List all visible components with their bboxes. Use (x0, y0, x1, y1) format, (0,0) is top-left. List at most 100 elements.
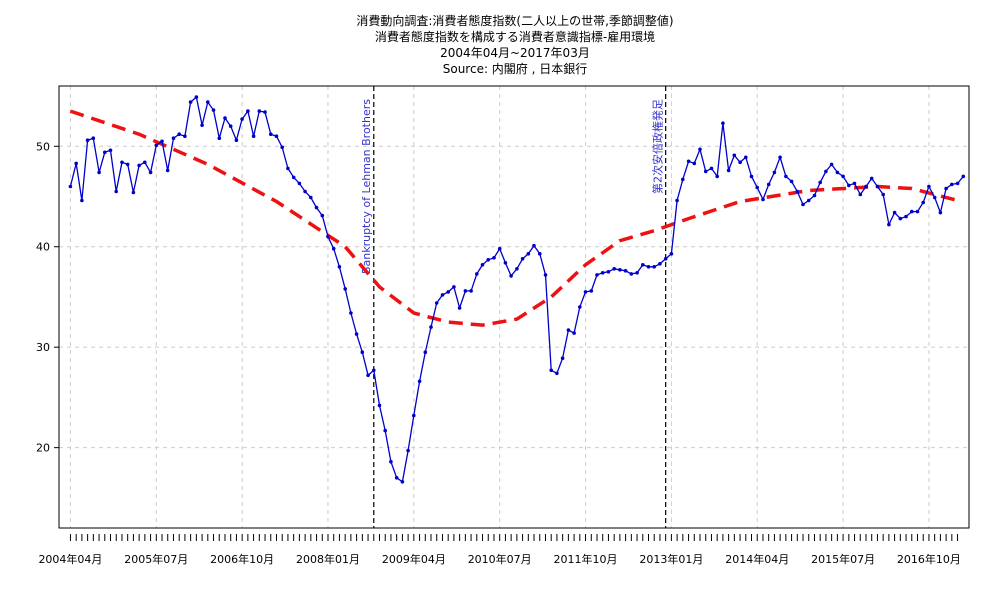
series-point (74, 161, 78, 166)
series-point (457, 306, 462, 310)
series-point (606, 270, 611, 274)
series-point (297, 181, 302, 186)
chart-subtitle: 消費者態度指数を構成する消費者意識指標-雇用環境 (375, 29, 655, 44)
series-point (463, 289, 468, 293)
series-point (171, 136, 176, 140)
series-point (337, 265, 342, 269)
axes: 20 30 40 50 2004年04月 2005年07月 2006年10月 2008年01月… (36, 140, 961, 566)
series-point (600, 271, 605, 275)
series-point (789, 179, 794, 184)
series-point (669, 252, 674, 256)
series-point (497, 246, 502, 251)
series-point (772, 170, 777, 175)
chart-period: 2004年04月~2017年03月 (440, 46, 590, 60)
series-point (961, 174, 966, 179)
series-point (383, 428, 388, 433)
series-point (469, 289, 473, 293)
series-point (887, 222, 891, 227)
series-point (125, 162, 130, 167)
series-point (217, 136, 222, 140)
series-point (698, 147, 702, 152)
series-point (852, 181, 857, 186)
series-point (910, 209, 914, 214)
series-point (389, 459, 393, 464)
series-point (818, 180, 822, 185)
series-point (721, 121, 725, 125)
series-point (183, 134, 187, 138)
y-tick-label: 30 (36, 341, 50, 354)
series-point (875, 184, 880, 189)
series-point (354, 332, 359, 336)
series-point (228, 124, 233, 128)
series-point (555, 371, 559, 376)
x-tick-label: 2015年07月 (811, 552, 875, 566)
series-point (406, 448, 410, 453)
series-point (869, 176, 874, 181)
series-point (269, 132, 273, 136)
x-tick-label: 2005年07月 (124, 552, 188, 566)
series-point (286, 166, 290, 171)
series-point (801, 202, 805, 207)
series-point (143, 160, 147, 165)
series-point (246, 109, 250, 113)
series-point (738, 160, 742, 165)
series-point (715, 174, 719, 179)
trend-line (69, 109, 959, 327)
x-tick-label: 2006年10月 (210, 552, 274, 566)
series-point (641, 263, 645, 267)
x-tick-label: 2010年07月 (468, 552, 532, 566)
series-point (806, 198, 811, 203)
series-point (892, 210, 897, 215)
series-point (240, 117, 244, 121)
series-point (692, 161, 697, 166)
series-point (360, 350, 365, 355)
series-point (251, 134, 256, 138)
series-point (372, 368, 376, 373)
series-point (503, 261, 508, 265)
series-point (652, 265, 656, 269)
x-tick-label: 2008年01月 (296, 552, 360, 566)
series-point (366, 373, 370, 378)
series-point (274, 134, 279, 138)
series-point (612, 267, 616, 271)
x-tick-label: 2014年04月 (725, 552, 789, 566)
series-point (509, 274, 513, 278)
series-point (835, 170, 840, 175)
series-point (429, 325, 433, 329)
series-point (572, 331, 576, 335)
series-point (440, 293, 445, 297)
series-point (108, 148, 113, 153)
series-point (137, 163, 141, 168)
series-point (766, 182, 771, 187)
series-point (480, 263, 485, 267)
series-point (675, 198, 679, 203)
series-point (784, 174, 788, 179)
series-point (280, 145, 285, 150)
series-point (349, 311, 353, 315)
series-point (331, 246, 336, 251)
series-point (291, 175, 296, 180)
series-point (148, 170, 153, 175)
series-point (194, 95, 199, 99)
grid-lines (59, 86, 969, 528)
series-point (160, 139, 164, 144)
series-point (257, 109, 262, 113)
series-point (120, 160, 124, 165)
series-point (915, 209, 920, 214)
series-point (97, 170, 101, 175)
series-point (85, 138, 90, 142)
series-point (589, 289, 594, 293)
y-tick-label: 40 (36, 241, 50, 254)
series-point (864, 184, 868, 189)
series-point (761, 197, 765, 202)
series-line (69, 95, 964, 483)
series-point (177, 132, 181, 136)
series-point (646, 265, 651, 269)
series-point (343, 287, 348, 291)
series-point (658, 262, 662, 266)
series-point (635, 271, 639, 275)
series-point (423, 350, 428, 355)
series-point (795, 189, 800, 194)
series-point (520, 257, 525, 261)
